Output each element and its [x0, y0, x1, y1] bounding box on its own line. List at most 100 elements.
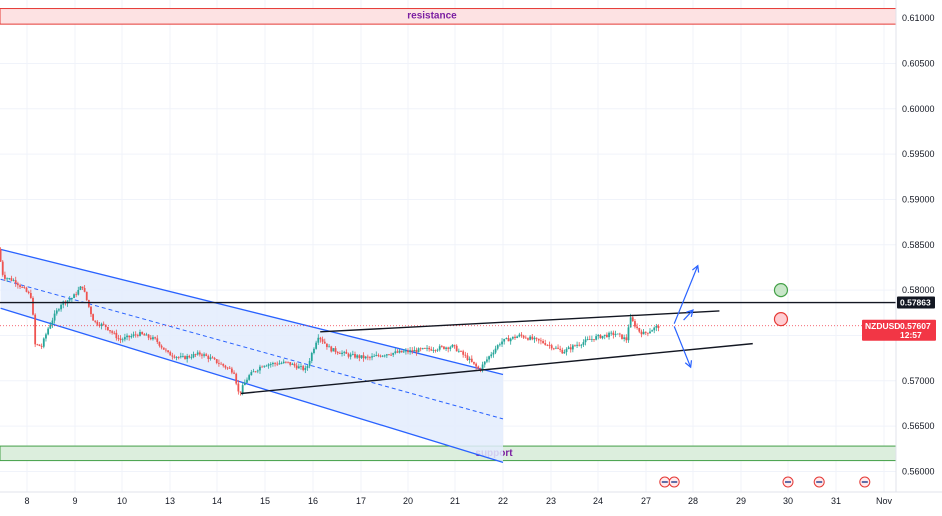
candle-body — [1, 261, 4, 275]
candle-body — [434, 350, 437, 351]
time-tick-label: 17 — [356, 496, 366, 506]
stop-marker[interactable] — [773, 312, 789, 327]
candle-body — [211, 357, 214, 359]
candle-body — [14, 280, 17, 284]
candle-body — [351, 354, 354, 355]
channel-median-line[interactable] — [0, 278, 504, 420]
candle-body — [282, 361, 285, 364]
candle-body — [354, 354, 356, 358]
candle-body — [516, 336, 519, 338]
candle-body — [419, 348, 422, 350]
candle-body — [143, 334, 146, 336]
arrow-line[interactable] — [673, 265, 699, 324]
channel-lower-line[interactable] — [0, 307, 504, 464]
drawings[interactable] — [0, 264, 896, 395]
candle-body — [154, 337, 157, 339]
candle-body — [567, 347, 570, 350]
candle-body — [411, 350, 414, 352]
candle-body — [55, 310, 58, 314]
candle-body — [565, 349, 568, 353]
time-tick-label: 24 — [593, 496, 603, 506]
candle-body — [343, 351, 346, 353]
candle-body — [392, 352, 395, 355]
candle-body — [586, 339, 589, 341]
candle-body — [494, 348, 497, 353]
candle-body — [128, 335, 131, 338]
arrow-head — [691, 264, 700, 273]
candle-body — [657, 325, 660, 329]
candle-body — [27, 291, 30, 294]
candle-body — [332, 348, 335, 352]
candle-body — [326, 343, 328, 348]
candle-body — [649, 331, 651, 334]
candle-body — [284, 361, 287, 363]
candle-body — [321, 339, 324, 342]
candle-body — [453, 344, 456, 346]
candle-body — [4, 274, 6, 279]
time-axis[interactable]: 8 9 10 13 14 15 16 17 20 21 22 23 24 27 28 29 30 31 Nov — [0, 491, 942, 506]
candle-body — [203, 354, 205, 356]
candle-body — [618, 333, 621, 335]
price-axis[interactable]: 0.560000.565000.570000.575000.580000.585… — [895, 0, 942, 492]
candle-body — [107, 326, 109, 331]
candle-body — [381, 355, 384, 357]
candle-body — [527, 338, 529, 340]
candle-body — [123, 337, 126, 340]
candle-body — [147, 334, 150, 338]
candle-body — [162, 347, 165, 350]
candle-body — [503, 338, 506, 342]
channel-upper-line[interactable] — [0, 248, 504, 376]
candle-body — [356, 355, 359, 358]
candle-body — [522, 335, 525, 338]
event-icons[interactable] — [659, 476, 871, 488]
candle-body — [90, 306, 92, 315]
candle-body — [486, 359, 488, 362]
candle-body — [121, 339, 124, 341]
candle-body — [16, 283, 19, 286]
candle-body — [364, 356, 367, 359]
candle-body — [177, 357, 180, 358]
arrow-line[interactable] — [683, 309, 694, 321]
candle-body — [383, 355, 386, 357]
descending-channel[interactable] — [0, 248, 504, 464]
candle-body — [42, 338, 45, 347]
candle-body — [492, 352, 495, 355]
time-tick-label: 22 — [498, 496, 508, 506]
candle-body — [100, 323, 103, 326]
candle-body — [432, 350, 435, 351]
arrow-line[interactable] — [673, 326, 692, 368]
candle-body — [449, 347, 452, 349]
candle-body — [222, 363, 225, 366]
candle-body — [593, 338, 595, 340]
candle-body — [417, 348, 420, 353]
wedge-lower-line[interactable] — [240, 342, 753, 395]
candle-body — [263, 365, 266, 367]
candle-body — [651, 330, 654, 332]
candle-body — [550, 345, 553, 349]
candle-body — [590, 338, 593, 340]
candle-body — [375, 355, 378, 356]
candle-body — [70, 298, 73, 300]
support-zone[interactable] — [0, 445, 897, 462]
candle-body — [237, 383, 240, 392]
candle-body — [265, 365, 268, 367]
candle-body — [58, 309, 60, 311]
candle-body — [49, 324, 52, 329]
price-tick-label: 0.56500 — [902, 421, 935, 431]
target-marker[interactable] — [773, 283, 789, 298]
candle-body — [254, 371, 257, 373]
candle-body — [464, 354, 467, 356]
candle-body — [77, 289, 80, 295]
candle-body — [473, 361, 475, 364]
candle-body — [233, 372, 235, 374]
wedge-upper-line[interactable] — [320, 310, 720, 333]
candle-body — [156, 338, 159, 342]
candle-body — [623, 337, 626, 339]
arrow-head — [684, 360, 693, 369]
candle-body — [603, 334, 606, 336]
candle-body — [196, 352, 199, 355]
candle-body — [300, 366, 302, 367]
candle-body — [511, 336, 514, 339]
